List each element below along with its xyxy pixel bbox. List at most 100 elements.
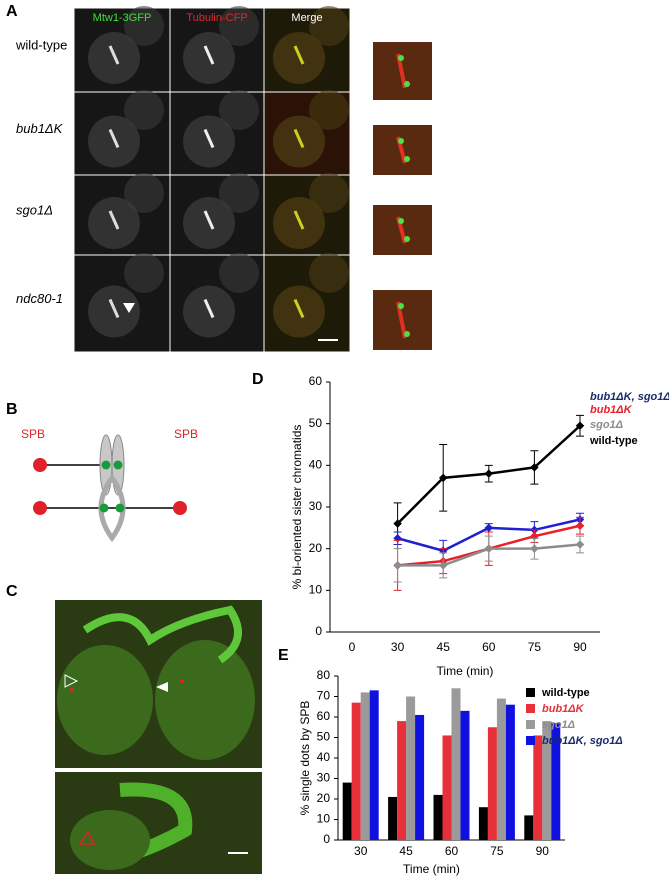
- y-tick-label: 80: [317, 668, 331, 682]
- row-label: ndc80-1: [16, 291, 63, 306]
- bar: [551, 723, 561, 840]
- bar: [351, 702, 361, 840]
- cell: [219, 90, 259, 130]
- marker: [484, 523, 494, 533]
- y-tick-label: 50: [309, 416, 323, 430]
- row-label: wild-type: [15, 37, 67, 52]
- micrograph: [55, 600, 262, 874]
- spindle: [203, 45, 215, 65]
- x-tick-label: 90: [573, 640, 587, 654]
- legend-label: bub1ΔK: [542, 703, 585, 715]
- y-tick-label: 50: [317, 730, 331, 744]
- y-tick-label: 30: [317, 771, 331, 785]
- bar: [505, 704, 515, 840]
- cell: [124, 90, 164, 130]
- series-label: bub1ΔK: [590, 404, 633, 416]
- cell: [219, 173, 259, 213]
- cell: [124, 173, 164, 213]
- kinetochore: [398, 218, 404, 224]
- spindle: [203, 298, 215, 319]
- series-label: sgo1Δ: [590, 419, 623, 431]
- x-tick-label: 30: [391, 640, 405, 654]
- panel-label: A: [6, 3, 18, 20]
- x-tick-label: 30: [354, 844, 368, 858]
- bar: [451, 688, 461, 840]
- y-tick-label: 10: [317, 812, 331, 826]
- y-tick-label: 20: [309, 541, 323, 555]
- spindle: [108, 298, 120, 319]
- spindle: [293, 45, 305, 65]
- kinetochore: [404, 156, 410, 162]
- bar: [496, 698, 506, 840]
- spindle: [293, 210, 305, 230]
- bar: [487, 727, 497, 840]
- legend-label: wild-type: [541, 687, 590, 699]
- bar: [406, 696, 416, 840]
- kinetochore: [398, 55, 404, 61]
- cell: [219, 6, 259, 46]
- legend-swatch: [526, 704, 535, 713]
- bar: [369, 690, 379, 840]
- y-tick-label: 40: [309, 458, 323, 472]
- spindle: [203, 210, 215, 230]
- x-tick-label: 75: [528, 640, 542, 654]
- cell: [309, 6, 349, 46]
- bar: [533, 735, 543, 840]
- bar: [460, 710, 470, 840]
- kinetochore: [398, 303, 404, 309]
- kinetochore: [404, 331, 410, 337]
- legend-label: sgo1Δ: [542, 719, 575, 731]
- spindle: [293, 298, 305, 319]
- legend-label: bub1ΔK, sgo1Δ: [542, 735, 623, 747]
- column-header: Mtw1-3GFP: [93, 12, 152, 24]
- y-tick-label: 20: [317, 791, 331, 805]
- y-tick-label: 60: [317, 709, 331, 723]
- x-tick-label: 0: [349, 640, 356, 654]
- row-label: bub1ΔK: [16, 121, 64, 136]
- kinetochore: [404, 81, 410, 87]
- marker: [438, 561, 448, 570]
- y-tick-label: 10: [309, 583, 323, 597]
- y-axis-title: % single dots by SPB: [298, 701, 312, 816]
- kinetochore: [404, 236, 410, 242]
- panel-label: B: [6, 401, 18, 418]
- spb-label: SPB: [174, 427, 198, 441]
- y-tick-label: 30: [309, 499, 323, 513]
- row-label: sgo1Δ: [16, 202, 53, 217]
- column-header: Merge: [291, 12, 322, 24]
- cell: [219, 253, 259, 293]
- cell: [309, 253, 349, 293]
- kinetochore: [398, 138, 404, 144]
- diagram: [33, 434, 187, 543]
- x-tick-label: 45: [399, 844, 413, 858]
- bar: [433, 794, 443, 840]
- y-axis-title: % bi-oriented sister chromatids: [290, 425, 304, 590]
- x-tick-label: 60: [445, 844, 459, 858]
- y-tick-label: 40: [317, 750, 331, 764]
- bar: [524, 815, 534, 840]
- panel-label: D: [252, 371, 264, 388]
- legend-swatch: [526, 736, 535, 745]
- bar: [342, 782, 352, 840]
- legend-swatch: [526, 688, 535, 697]
- marker: [393, 561, 402, 570]
- x-axis-title: Time (min): [403, 862, 460, 876]
- x-tick-label: 60: [482, 640, 496, 654]
- marker: [530, 463, 539, 472]
- marker: [575, 521, 585, 530]
- marker: [484, 469, 494, 478]
- bar: [442, 735, 452, 840]
- marker: [438, 473, 448, 483]
- marker: [530, 544, 539, 553]
- series-label: wild-type: [589, 435, 638, 447]
- legend-swatch: [526, 720, 535, 729]
- marker: [484, 544, 494, 553]
- y-tick-label: 0: [315, 624, 322, 638]
- series-label: bub1ΔK, sgo1Δ: [590, 391, 669, 403]
- x-axis-title: Time (min): [437, 664, 494, 678]
- spindle: [293, 128, 305, 149]
- arrowhead: [123, 303, 135, 313]
- cell: [124, 253, 164, 293]
- y-tick-label: 60: [309, 374, 323, 388]
